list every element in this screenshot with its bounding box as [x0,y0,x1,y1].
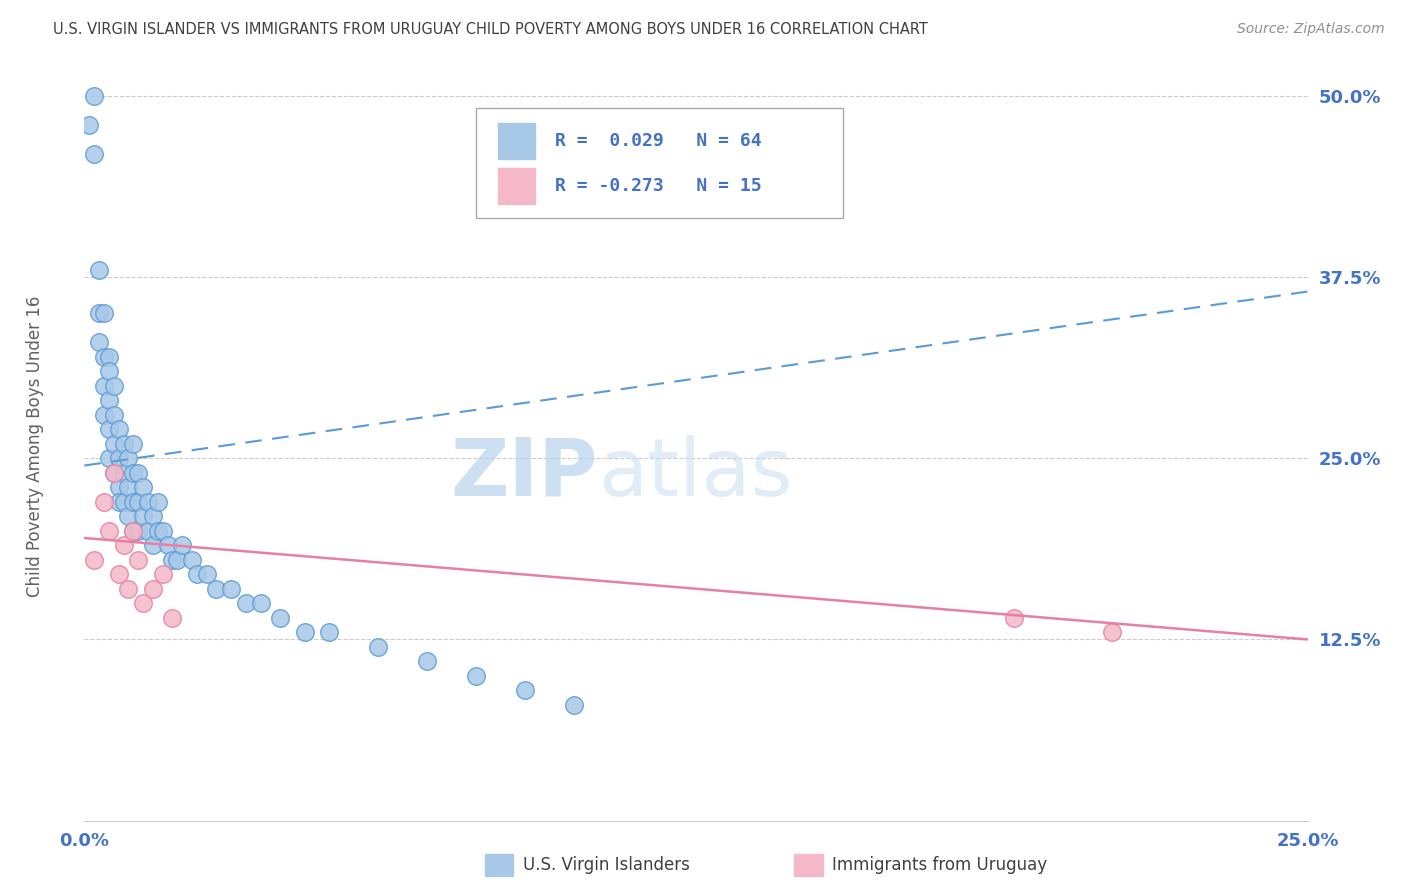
Point [166,553,188,567]
Bar [498,123,534,159]
Point [97,350,120,364]
Point [127,524,149,538]
Point [97,422,120,436]
Point [97,393,120,408]
Point [181,553,204,567]
Point [77,118,100,132]
Point [235,596,257,610]
Point [122,524,145,538]
Point [112,538,135,552]
Point [132,509,155,524]
Point [142,538,165,552]
Point [107,480,129,494]
Point [127,494,149,508]
Point [1002,611,1025,625]
Point [294,625,316,640]
Point [318,625,340,640]
Point [416,654,439,668]
Point [117,582,139,596]
Text: Child Poverty Among Boys Under 16: Child Poverty Among Boys Under 16 [27,295,44,597]
Point [87,262,110,277]
Point [142,509,165,524]
FancyBboxPatch shape [475,108,842,218]
Point [117,451,139,466]
Point [122,494,145,508]
Point [562,698,585,712]
Point [152,524,174,538]
Point [1101,625,1123,640]
Point [87,306,110,320]
Point [152,567,174,582]
Text: Immigrants from Uruguay: Immigrants from Uruguay [832,856,1047,874]
Point [367,640,389,654]
Point [162,611,184,625]
Point [93,379,115,393]
Point [142,582,165,596]
Text: U.S. VIRGIN ISLANDER VS IMMIGRANTS FROM URUGUAY CHILD POVERTY AMONG BOYS UNDER 1: U.S. VIRGIN ISLANDER VS IMMIGRANTS FROM … [53,22,928,37]
Text: U.S. Virgin Islanders: U.S. Virgin Islanders [523,856,690,874]
Point [103,466,125,480]
Point [464,669,486,683]
Point [146,524,169,538]
Point [107,422,129,436]
Point [103,466,125,480]
Point [87,335,110,350]
Point [112,494,135,508]
Text: atlas: atlas [598,435,793,513]
Point [107,451,129,466]
Point [93,350,115,364]
Point [93,494,115,508]
Text: Source: ZipAtlas.com: Source: ZipAtlas.com [1237,22,1385,37]
Point [269,611,291,625]
Point [107,567,129,582]
Point [219,582,242,596]
Text: R = -0.273   N = 15: R = -0.273 N = 15 [555,177,762,195]
Point [93,408,115,422]
Point [172,538,194,552]
Point [186,567,208,582]
Point [513,683,536,698]
Text: R =  0.029   N = 64: R = 0.029 N = 64 [555,132,762,150]
Point [132,596,155,610]
Text: ZIP: ZIP [451,435,598,513]
Point [205,582,228,596]
Point [83,146,105,161]
Point [146,494,169,508]
Point [122,466,145,480]
Point [195,567,218,582]
Point [97,451,120,466]
Point [122,524,145,538]
Point [122,437,145,451]
Point [103,408,125,422]
Point [103,437,125,451]
Point [117,480,139,494]
Point [136,494,159,508]
Point [112,466,135,480]
Point [162,553,184,567]
Point [132,480,155,494]
Bar [498,168,534,204]
Point [136,524,159,538]
Point [83,89,105,103]
Point [112,437,135,451]
Point [97,364,120,378]
Point [93,306,115,320]
Point [83,553,105,567]
Point [107,494,129,508]
Point [127,553,149,567]
Point [156,538,179,552]
Point [97,524,120,538]
Point [117,509,139,524]
Point [127,466,149,480]
Point [249,596,271,610]
Point [103,379,125,393]
